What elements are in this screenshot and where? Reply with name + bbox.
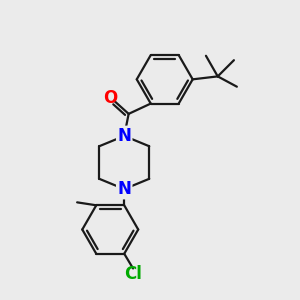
Text: N: N	[117, 180, 131, 198]
Text: Cl: Cl	[124, 265, 142, 283]
Text: N: N	[117, 127, 131, 145]
Text: O: O	[103, 89, 118, 107]
